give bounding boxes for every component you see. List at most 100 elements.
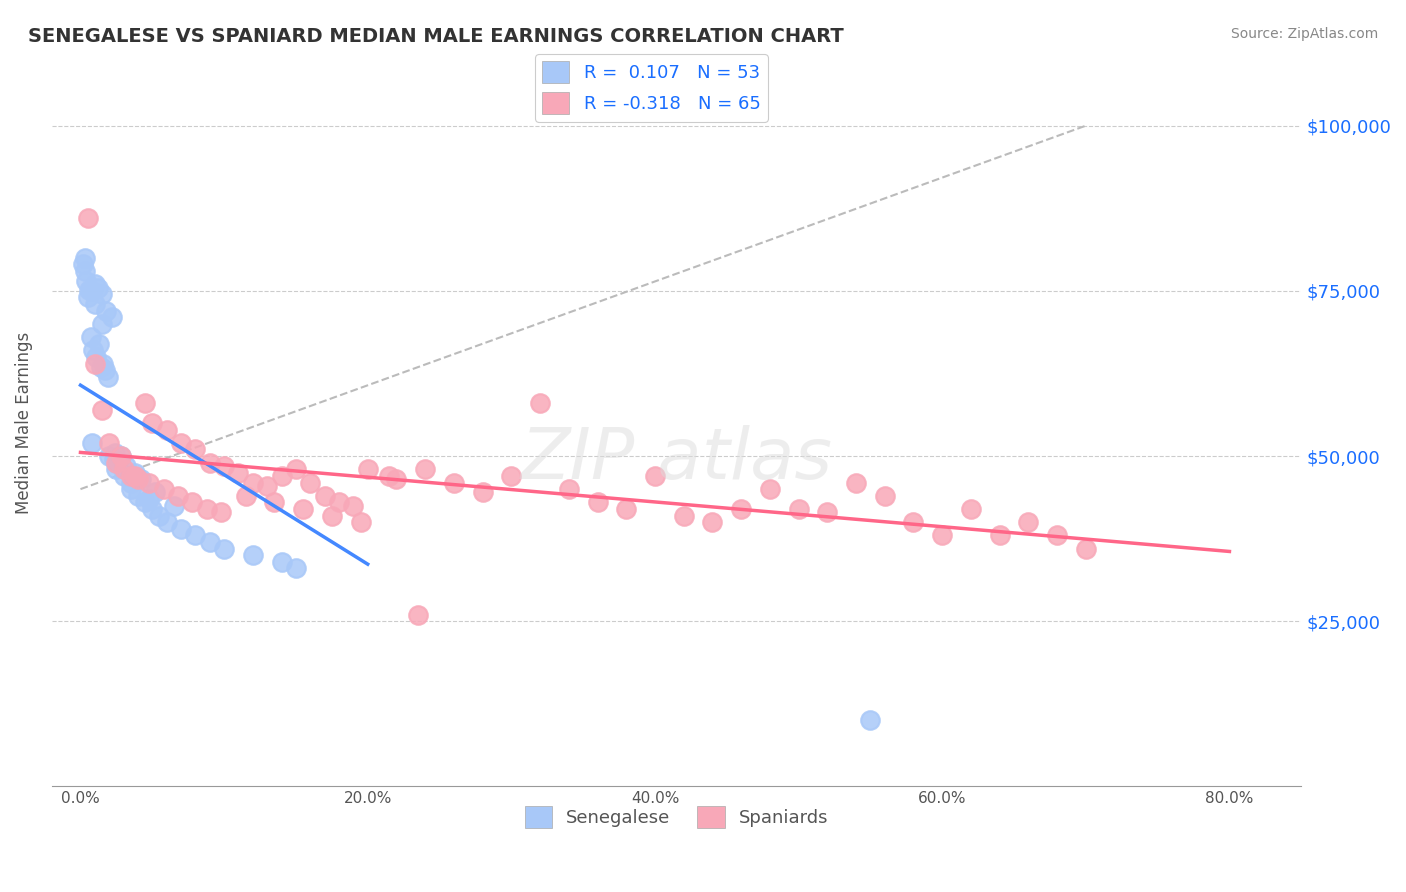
Point xyxy=(181,495,204,509)
Point xyxy=(83,297,105,311)
Point xyxy=(349,515,371,529)
Point xyxy=(134,495,156,509)
Point xyxy=(672,508,695,523)
Point xyxy=(385,472,408,486)
Point xyxy=(292,502,315,516)
Text: SENEGALESE VS SPANIARD MEDIAN MALE EARNINGS CORRELATION CHART: SENEGALESE VS SPANIARD MEDIAN MALE EARNI… xyxy=(28,27,844,45)
Point xyxy=(107,456,129,470)
Point xyxy=(586,495,609,509)
Point xyxy=(263,495,285,509)
Point xyxy=(529,396,551,410)
Point xyxy=(212,458,235,473)
Point xyxy=(787,502,810,516)
Point xyxy=(558,482,581,496)
Point xyxy=(82,343,104,358)
Point xyxy=(184,442,207,457)
Point xyxy=(1017,515,1039,529)
Point xyxy=(242,475,264,490)
Point xyxy=(105,456,128,470)
Legend: Senegalese, Spaniards: Senegalese, Spaniards xyxy=(517,799,835,836)
Point xyxy=(134,396,156,410)
Point xyxy=(270,469,292,483)
Point xyxy=(148,508,170,523)
Point xyxy=(120,469,142,483)
Point xyxy=(110,449,132,463)
Point xyxy=(80,435,103,450)
Point xyxy=(815,505,838,519)
Point xyxy=(138,491,160,506)
Point xyxy=(143,485,166,500)
Point xyxy=(284,561,307,575)
Point xyxy=(378,469,401,483)
Point xyxy=(156,423,179,437)
Point xyxy=(960,502,983,516)
Point xyxy=(357,462,380,476)
Point xyxy=(299,475,322,490)
Point xyxy=(91,402,114,417)
Point xyxy=(112,462,135,476)
Point xyxy=(127,489,149,503)
Point xyxy=(75,274,97,288)
Point xyxy=(86,280,108,294)
Point xyxy=(163,499,186,513)
Point xyxy=(988,528,1011,542)
Point xyxy=(859,714,882,728)
Point xyxy=(702,515,724,529)
Point xyxy=(80,284,103,298)
Point xyxy=(152,482,174,496)
Point xyxy=(73,264,96,278)
Point xyxy=(342,499,364,513)
Point xyxy=(228,466,250,480)
Point xyxy=(94,363,117,377)
Point xyxy=(110,449,132,463)
Point xyxy=(1074,541,1097,556)
Point xyxy=(209,505,232,519)
Point xyxy=(167,489,190,503)
Point xyxy=(90,359,112,374)
Point xyxy=(141,502,163,516)
Point xyxy=(242,548,264,562)
Point xyxy=(184,528,207,542)
Point xyxy=(115,458,138,473)
Point xyxy=(198,535,221,549)
Point xyxy=(931,528,953,542)
Point xyxy=(120,482,142,496)
Point xyxy=(72,257,94,271)
Point xyxy=(127,472,149,486)
Point xyxy=(501,469,523,483)
Point xyxy=(121,469,143,483)
Point xyxy=(84,350,107,364)
Point xyxy=(79,330,101,344)
Point xyxy=(195,502,218,516)
Point xyxy=(89,336,111,351)
Point xyxy=(614,502,637,516)
Point xyxy=(105,462,128,476)
Point xyxy=(328,495,350,509)
Point xyxy=(845,475,868,490)
Point xyxy=(124,469,146,483)
Point xyxy=(83,277,105,292)
Point xyxy=(413,462,436,476)
Point xyxy=(76,291,98,305)
Point xyxy=(644,469,666,483)
Point xyxy=(124,466,146,480)
Point xyxy=(212,541,235,556)
Point xyxy=(759,482,782,496)
Point xyxy=(284,462,307,476)
Point xyxy=(314,489,336,503)
Point xyxy=(198,456,221,470)
Point xyxy=(873,489,896,503)
Y-axis label: Median Male Earnings: Median Male Earnings xyxy=(15,332,32,514)
Point xyxy=(96,303,118,318)
Point xyxy=(73,251,96,265)
Point xyxy=(91,287,114,301)
Point xyxy=(1046,528,1069,542)
Point xyxy=(97,369,120,384)
Point xyxy=(406,607,429,622)
Point xyxy=(104,446,127,460)
Point xyxy=(903,515,925,529)
Point xyxy=(235,489,257,503)
Point xyxy=(156,515,179,529)
Point xyxy=(138,475,160,490)
Point xyxy=(91,317,114,331)
